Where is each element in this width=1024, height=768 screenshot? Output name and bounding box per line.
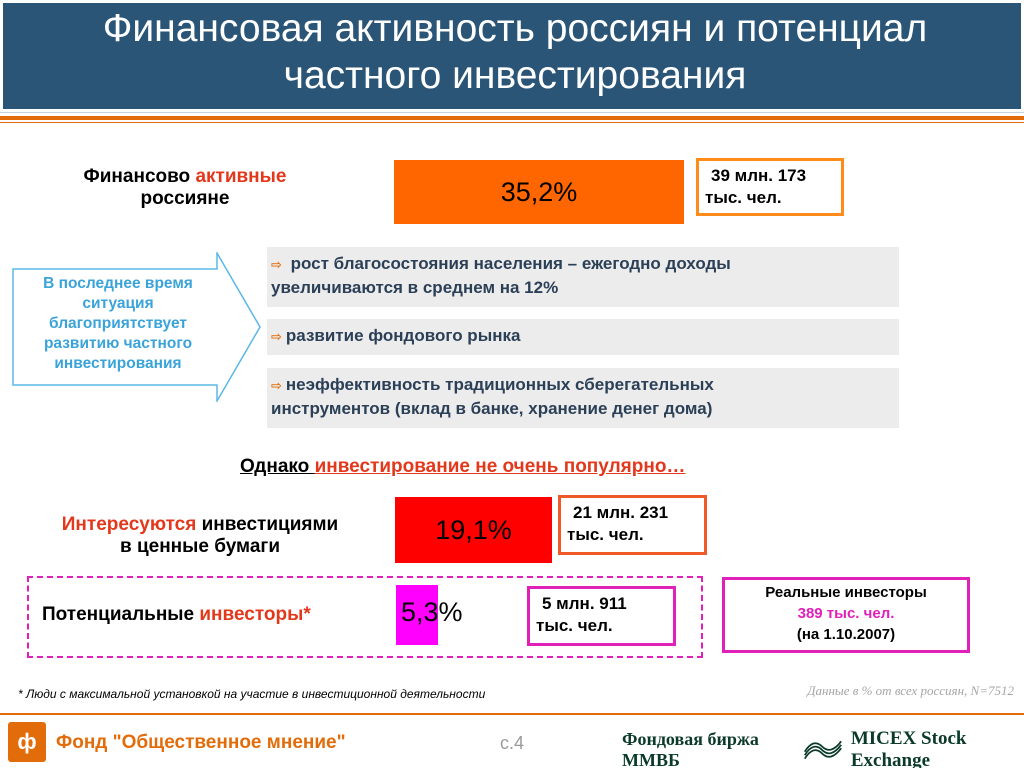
potential-count-line1: 5 млн. 911 (542, 594, 627, 613)
real-investors-line2: 389 тыс. чел. (797, 605, 895, 622)
however-heading: Однако инвестирование не очень популярно… (240, 455, 685, 479)
header-divider (0, 116, 1024, 120)
interested-label-line2: в ценные бумаги (120, 536, 280, 557)
exchange-name-ru: Фондовая биржа ММВБ (622, 729, 759, 768)
interested-label-part2: инвестициями (196, 514, 339, 535)
interested-label: Интересуются инвестициями в ценные бумаг… (30, 514, 370, 558)
active-label: Финансово активные россияне (40, 166, 330, 210)
callout-line: ситуация (82, 295, 154, 312)
active-percent-bar: 35,2% (394, 160, 684, 224)
slide-title-line2: частного инвестирования (283, 54, 747, 97)
callout-line: инвестирования (54, 355, 182, 372)
interested-count-line1: 21 млн. 231 (573, 503, 669, 522)
interested-percent-bar: 19,1% (395, 497, 552, 563)
reason-line1: неэффективность традиционных сберегатель… (285, 375, 714, 394)
real-investors-line1: Реальные инвесторы (765, 584, 927, 601)
data-source-note: Данные в % от всех россиян, N=7512 (807, 683, 1014, 698)
reason-item: ⇨ неэффективность традиционных сберегател… (267, 368, 899, 428)
active-label-part1: Финансово (83, 166, 196, 187)
callout-line: благоприятствует (49, 315, 187, 332)
active-label-line2: россияне (140, 188, 230, 209)
footer-divider (0, 713, 1024, 715)
callout-text: В последнее время ситуация благоприятств… (20, 274, 216, 374)
exchange-logo: Фондовая биржа ММВБ MICEX Stock Exchange (622, 728, 1024, 768)
arrow-right-icon: ⇨ (271, 257, 282, 272)
real-investors-box: Реальные инвесторы 389 тыс. чел. (на 1.1… (722, 577, 970, 653)
potential-percent-value: 5,3% (401, 597, 463, 627)
potential-percent-bar (396, 585, 438, 645)
potential-count-line2: тыс. чел. (536, 616, 613, 635)
interested-label-accent: Интересуются (61, 514, 197, 535)
callout-line: В последнее время (43, 275, 193, 292)
title-banner: Финансовая активность россиян и потенциа… (0, 0, 1024, 113)
active-percent-value: 35,2% (500, 176, 578, 207)
slide-title-line1: Финансовая активность россиян и потенциа… (102, 7, 928, 50)
arrow-right-icon: ⇨ (271, 329, 282, 344)
active-count-line1: 39 млн. 173 (711, 166, 807, 185)
fom-logo-icon: ф (8, 722, 46, 762)
potential-label: Потенциальные инвесторы* (42, 604, 372, 626)
interested-count-box: 21 млн. 231 тыс. чел. (558, 495, 707, 555)
reason-line1: развитие фондового рынка (285, 326, 521, 345)
however-part2: инвестирование не очень популярно… (314, 456, 686, 477)
however-part1: Однако (240, 456, 315, 477)
reason-line2: инструментов (вклад в банке, хранение де… (271, 399, 713, 418)
callout-line: развитию частного (43, 335, 193, 352)
active-count-box: 39 млн. 173 тыс. чел. (696, 158, 844, 216)
header-divider-thin (0, 122, 1024, 123)
interested-percent-value: 19,1% (435, 514, 512, 545)
real-investors-line3: (на 1.10.2007) (796, 626, 896, 643)
footnote: * Люди с максимальной установкой на учас… (18, 687, 486, 701)
arrow-right-icon: ⇨ (271, 378, 282, 393)
callout-arrow-shape (12, 250, 261, 404)
reason-line1: рост благосостояния населения – ежегодно… (285, 254, 731, 273)
potential-count-box: 5 млн. 911 тыс. чел. (527, 586, 676, 646)
callout-arrow: В последнее время ситуация благоприятств… (12, 250, 262, 404)
potential-label-part1: Потенциальные (42, 604, 200, 625)
slide-title: Финансовая активность россиян и потенциа… (3, 5, 1024, 99)
reason-line2: увеличиваются в среднем на 12% (271, 278, 559, 297)
active-count-line2: тыс. чел. (705, 188, 782, 207)
footer-organization: Фонд "Общественное мнение" (56, 732, 346, 753)
exchange-name-en: MICEX Stock Exchange (850, 728, 967, 768)
potential-label-accent: инвесторы* (199, 604, 311, 625)
reason-item: ⇨ развитие фондового рынка (267, 319, 899, 355)
reason-item: ⇨ рост благосостояния населения – ежегод… (267, 247, 899, 307)
active-label-accent: активные (195, 166, 287, 187)
page-number: с.4 (500, 733, 525, 753)
interested-count-line2: тыс. чел. (567, 525, 644, 544)
micex-wave-icon (803, 740, 842, 760)
potential-investors-frame (27, 576, 703, 658)
